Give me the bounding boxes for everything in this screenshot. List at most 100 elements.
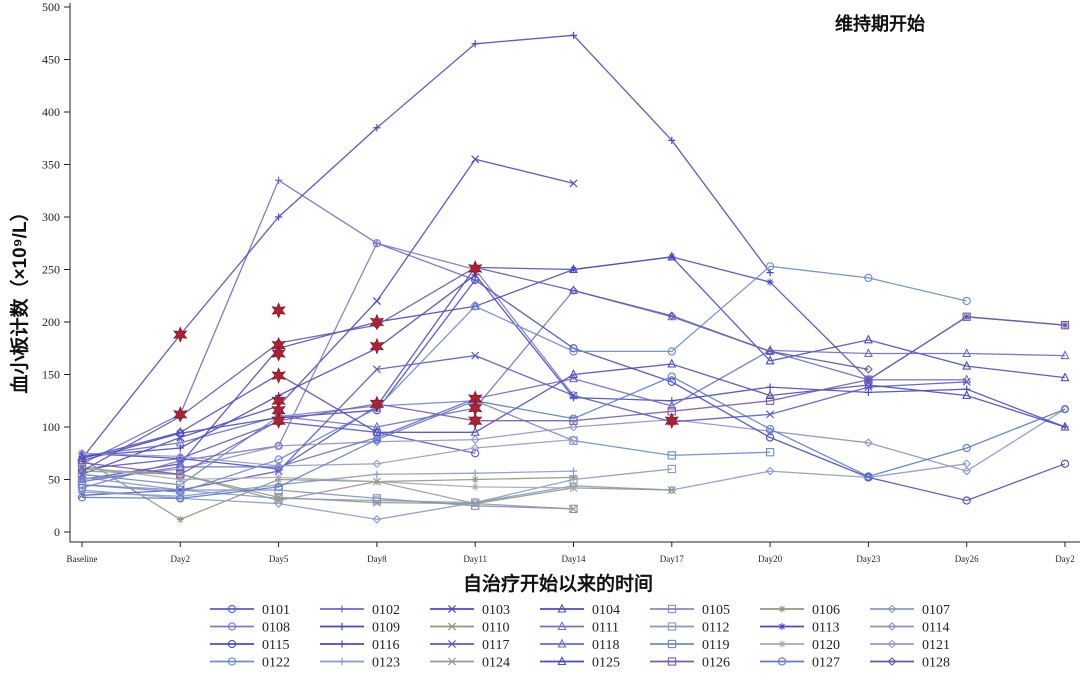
data-point-0118 xyxy=(77,476,87,486)
y-axis-title: 血小板计数（×10⁹/L） xyxy=(8,202,31,393)
series-line-0107 xyxy=(81,463,967,521)
series-0123 xyxy=(78,467,578,500)
data-point-0124 xyxy=(372,477,381,486)
data-point-0117 xyxy=(766,410,775,419)
series-line-0125 xyxy=(81,363,1066,460)
data-point-0115 xyxy=(765,433,775,442)
legend-marker xyxy=(338,640,346,648)
y-tick-label: 50 xyxy=(48,473,60,487)
data-point-0125 xyxy=(863,379,873,389)
data-point-0120 xyxy=(569,484,578,492)
series-0125 xyxy=(77,358,1070,463)
highlight-star-marker xyxy=(271,412,286,429)
x-tick-label: Day23 xyxy=(856,554,880,564)
data-point-0125 xyxy=(77,453,87,463)
legend-marker xyxy=(557,621,567,631)
legend-label: 0107 xyxy=(922,603,950,618)
legend-label: 0102 xyxy=(372,603,400,618)
data-point-0122 xyxy=(962,296,971,306)
series-0108 xyxy=(77,239,578,493)
legend-item-0106: 0106 xyxy=(760,603,840,618)
legend-marker xyxy=(778,605,786,613)
series-line-0114 xyxy=(81,408,1066,481)
data-point-0122 xyxy=(765,262,775,271)
legend-marker xyxy=(227,604,237,614)
data-point-0126 xyxy=(962,312,971,321)
data-point-0126 xyxy=(864,375,873,384)
series-line-0122 xyxy=(81,265,967,493)
data-point-0109 xyxy=(668,136,676,144)
legend-marker xyxy=(447,604,457,614)
data-point-0122 xyxy=(274,455,283,464)
y-tick-label: 500 xyxy=(42,0,60,14)
legend-label: 0121 xyxy=(922,638,950,653)
data-point-0114 xyxy=(864,438,873,448)
data-point-0124 xyxy=(471,499,480,508)
data-point-0116 xyxy=(864,388,872,396)
data-point-0113 xyxy=(668,253,676,261)
data-point-0113 xyxy=(176,454,184,463)
series-line-0111 xyxy=(81,289,967,458)
series-line-0121 xyxy=(81,438,574,467)
legend-marker xyxy=(887,639,897,649)
legend-marker xyxy=(667,657,677,666)
legend-label: 0124 xyxy=(482,656,510,671)
data-point-0126 xyxy=(77,458,87,467)
legend-marker xyxy=(778,640,786,648)
legend-marker xyxy=(338,622,346,631)
data-point-0116 xyxy=(176,444,184,452)
legend-label: 0117 xyxy=(482,638,509,653)
data-point-0128 xyxy=(765,347,775,356)
legend-marker xyxy=(227,639,237,649)
legend-marker xyxy=(887,622,897,631)
data-point-0116 xyxy=(766,383,774,391)
axes: 0 50 100 150 200 250 300 350 400 450 500 Baseline Da… xyxy=(42,0,1080,564)
legend-item-0117: 0117 xyxy=(430,638,509,653)
legend-marker xyxy=(557,656,567,666)
data-point-0109 xyxy=(569,31,578,39)
legend-marker xyxy=(447,657,457,666)
data-point-0125 xyxy=(175,426,185,436)
legend-label: 0108 xyxy=(262,621,290,636)
data-point-0120 xyxy=(471,483,479,491)
data-point-0127 xyxy=(176,494,185,503)
series-0116 xyxy=(78,271,1069,460)
data-point-0109 xyxy=(275,213,283,221)
data-point-0110 xyxy=(667,485,676,495)
legend-item-0105: 0105 xyxy=(650,603,730,618)
data-point-0113 xyxy=(766,278,774,286)
data-point-0103 xyxy=(372,296,381,306)
data-point-0117 xyxy=(569,391,578,400)
y-tick-label: 200 xyxy=(42,315,60,329)
highlight-star-marker xyxy=(369,395,385,413)
legend-marker xyxy=(227,657,237,666)
data-point-0119 xyxy=(569,436,578,445)
legend-item-0109: 0109 xyxy=(320,621,400,636)
data-point-0127 xyxy=(667,372,676,381)
series-0109 xyxy=(78,31,774,463)
series-line-0108 xyxy=(81,242,575,489)
data-point-0117 xyxy=(471,351,480,360)
series-0122 xyxy=(77,262,971,497)
data-point-0127 xyxy=(77,493,87,502)
legend-item-0123: 0123 xyxy=(320,656,400,671)
data-point-0126 xyxy=(765,396,775,405)
legend-item-0114: 0114 xyxy=(870,621,949,636)
data-point-0126 xyxy=(569,416,578,425)
x-tick-label: Day8 xyxy=(367,554,387,564)
legend-label: 0114 xyxy=(922,621,949,636)
x-tick-label: Day17 xyxy=(660,554,684,564)
data-point-0126 xyxy=(176,470,185,479)
series-line-0117 xyxy=(81,354,967,496)
legend-label: 0110 xyxy=(482,621,509,636)
data-point-0125 xyxy=(962,390,972,400)
data-point-0125 xyxy=(765,390,775,400)
data-point-0125 xyxy=(569,369,578,379)
x-tick-label: Day14 xyxy=(562,554,586,564)
series-0103 xyxy=(77,155,578,479)
legend-label: 0103 xyxy=(482,603,510,618)
data-point-0123 xyxy=(78,488,86,496)
legend-marker xyxy=(227,622,237,631)
legend-marker xyxy=(557,638,567,648)
